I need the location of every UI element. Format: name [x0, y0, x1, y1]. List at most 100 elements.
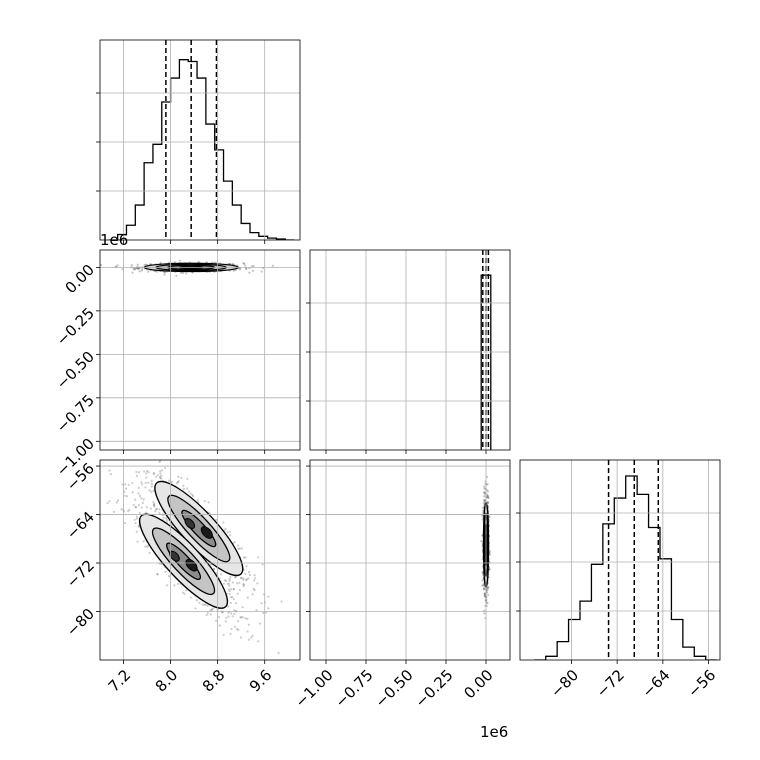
- scatter-point: [175, 274, 178, 277]
- scatter-point: [155, 475, 158, 478]
- plot-background: [310, 250, 510, 450]
- scatter-point: [140, 269, 144, 272]
- scatter-point: [141, 501, 144, 505]
- scatter-point: [134, 267, 137, 270]
- scatter-point: [124, 487, 128, 490]
- scatter-point: [232, 598, 235, 601]
- scatter-point: [150, 490, 153, 493]
- scatter-point: [137, 492, 140, 495]
- scatter-point: [165, 517, 168, 520]
- scatter-point: [158, 460, 161, 464]
- scatter-point: [160, 477, 163, 480]
- scatter-point: [165, 519, 169, 522]
- x-tick-label: 9.6: [246, 666, 276, 696]
- scatter-point: [215, 518, 218, 521]
- scatter-point: [483, 495, 486, 498]
- scatter-point: [239, 616, 242, 619]
- plot-background: [310, 460, 510, 660]
- histogram-step: [108, 59, 295, 240]
- scatter-point: [159, 472, 162, 475]
- scatter-point: [189, 596, 193, 599]
- scatter-point: [137, 503, 140, 507]
- scatter-point: [125, 495, 129, 498]
- scatter-point: [240, 547, 243, 550]
- scatter-point: [229, 601, 232, 604]
- scatter-point: [483, 592, 486, 595]
- scatter-point: [131, 491, 134, 494]
- scatter-point: [135, 515, 138, 518]
- panel-hist-param2: [306, 249, 511, 454]
- scatter-point: [262, 611, 265, 615]
- scatter-point: [146, 545, 149, 548]
- x-tick-label: −56: [684, 666, 719, 701]
- scatter-point: [221, 611, 224, 614]
- plot-background: [520, 460, 720, 660]
- scatter-point: [246, 617, 249, 620]
- scatter-point: [224, 620, 227, 623]
- scatter-point: [106, 501, 109, 505]
- scatter-point: [152, 489, 155, 492]
- scatter-point: [108, 469, 111, 472]
- scatter-point: [176, 481, 180, 484]
- scatter-point: [156, 573, 159, 576]
- scatter-point: [222, 582, 226, 585]
- scatter-point: [224, 527, 227, 530]
- scatter-point: [144, 472, 148, 475]
- scatter-point: [112, 510, 115, 513]
- scatter-point: [194, 607, 197, 610]
- scatter-point: [229, 534, 232, 537]
- scatter-point: [153, 505, 156, 508]
- scatter-point: [137, 524, 140, 527]
- y-tick-label: −0.75: [53, 391, 98, 436]
- scatter-point: [135, 474, 139, 477]
- scatter-point: [158, 508, 161, 511]
- scatter-point: [120, 508, 123, 511]
- scatter-point: [164, 570, 167, 573]
- scatter-point: [232, 609, 236, 612]
- scatter-point: [132, 452, 134, 454]
- density-peak: [200, 526, 213, 539]
- scatter-point: [231, 596, 234, 599]
- y-tick-label: −64: [63, 508, 98, 543]
- scatter-point: [242, 577, 245, 580]
- scatter-point: [175, 482, 178, 485]
- scatter-point: [204, 603, 207, 606]
- scatter-point: [247, 570, 251, 574]
- scatter-point: [185, 589, 188, 592]
- scatter-point: [108, 500, 111, 503]
- scatter-point: [152, 503, 156, 506]
- scatter-point: [483, 594, 486, 597]
- scatter-point: [131, 271, 134, 274]
- scatter-point: [135, 530, 138, 533]
- scatter-point: [251, 634, 254, 637]
- scatter-point: [181, 591, 184, 594]
- scatter-point: [239, 636, 243, 639]
- scatter-point: [138, 494, 142, 498]
- scatter-point: [228, 577, 231, 581]
- scatter-point: [100, 263, 103, 267]
- scatter-point: [178, 259, 181, 262]
- scatter-point: [252, 264, 255, 268]
- x-tick-label: −1.00: [292, 666, 337, 711]
- x-bottom-middle-offset-label: 1e6: [480, 723, 508, 741]
- scatter-point: [140, 506, 143, 509]
- scatter-point: [486, 588, 489, 591]
- scatter-point: [480, 540, 483, 543]
- scatter-point: [486, 501, 490, 505]
- scatter-point: [244, 556, 247, 559]
- scatter-point: [156, 572, 159, 576]
- scatter-point: [228, 579, 231, 582]
- scatter-point: [241, 606, 244, 609]
- scatter-point: [132, 503, 135, 507]
- scatter-point: [253, 574, 256, 577]
- scatter-point: [241, 616, 244, 619]
- scatter-point: [150, 479, 153, 482]
- scatter-point: [481, 506, 484, 509]
- y-tick-label: −80: [63, 605, 98, 640]
- scatter-point: [159, 470, 162, 473]
- scatter-point: [242, 262, 246, 265]
- scatter-point: [160, 469, 164, 472]
- scatter-point: [235, 628, 239, 631]
- scatter-point: [487, 495, 490, 498]
